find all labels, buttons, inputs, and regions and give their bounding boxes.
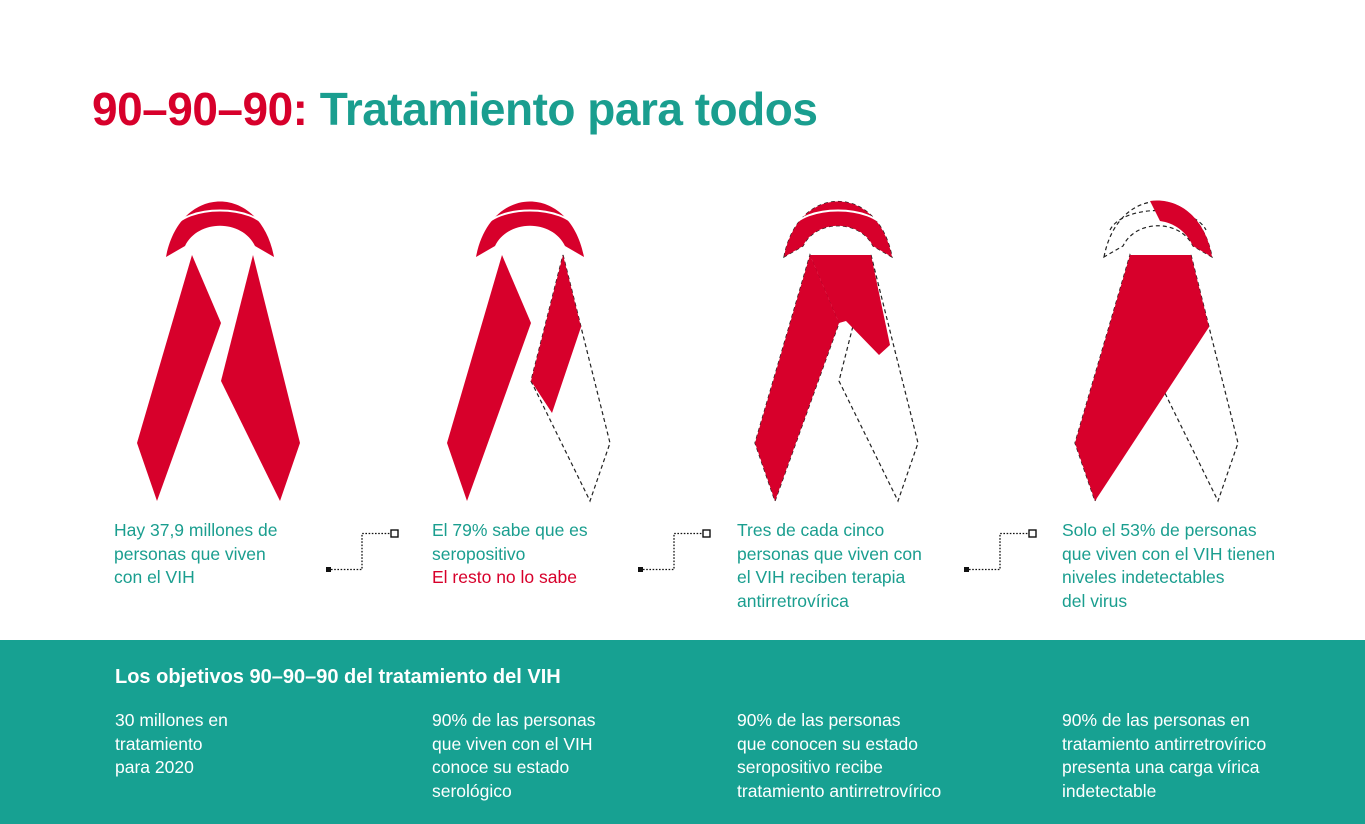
goal-4: 90% de las personas en tratamiento antir… <box>1062 709 1322 803</box>
stat-caption-1: Hay 37,9 millones de personas que viven … <box>114 519 314 590</box>
aids-ribbon-icon-53 <box>1074 200 1239 503</box>
title-text: Tratamiento para todos <box>319 83 818 135</box>
step-connector-icon <box>964 529 1037 572</box>
page-title: 90–90–90: Tratamiento para todos <box>92 82 818 136</box>
goal-2-line: conoce su estado <box>432 757 570 777</box>
stat-1-line: Hay 37,9 millones de <box>114 520 278 540</box>
stat-4-line: del virus <box>1062 590 1128 611</box>
stat-4-line: niveles indetectables <box>1062 567 1225 587</box>
title-numbers: 90–90–90: <box>92 83 308 135</box>
goal-1-line: tratamiento <box>115 733 203 754</box>
aids-ribbon-icon-79 <box>447 201 611 503</box>
goal-2-line: 90% de las personas <box>432 710 596 730</box>
goal-1: 30 millones en tratamiento para 2020 <box>115 709 375 780</box>
goal-2-line: serológico <box>432 780 512 801</box>
goal-1-line: 30 millones en <box>115 710 228 730</box>
stat-3-line: el VIH reciben terapia <box>737 567 906 587</box>
goal-3-line: tratamiento antirretrovírico <box>737 780 942 801</box>
stat-caption-2: El 79% sabe que es seropositivo El resto… <box>432 519 632 590</box>
goal-1-line: para 2020 <box>115 757 194 777</box>
stat-1-line: con el VIH <box>114 567 195 587</box>
goal-4-line: indetectable <box>1062 780 1157 801</box>
aids-ribbon-icon-full <box>137 201 300 501</box>
stat-2-line: El 79% sabe que es <box>432 520 588 540</box>
stat-3-line: antirretrovírica <box>737 590 849 611</box>
step-connector-icon <box>638 529 711 572</box>
goal-3-line: seropositivo recibe <box>737 757 883 777</box>
goal-2-line: que viven con el VIH <box>432 733 593 754</box>
stat-2-line: seropositivo <box>432 543 526 564</box>
goal-3: 90% de las personas que conocen su estad… <box>737 709 997 803</box>
stat-caption-3: Tres de cada cinco personas que viven co… <box>737 519 937 613</box>
stat-4-line: que viven con el VIH tienen <box>1062 543 1276 564</box>
goal-3-line: que conocen su estado <box>737 733 918 754</box>
stat-1-line: personas que viven <box>114 543 266 564</box>
stat-caption-4: Solo el 53% de personas que viven con el… <box>1062 519 1276 613</box>
goal-2: 90% de las personas que viven con el VIH… <box>432 709 692 803</box>
stat-3-line: personas que viven con <box>737 543 922 564</box>
goal-3-line: 90% de las personas <box>737 710 901 730</box>
stat-4-line: Solo el 53% de personas <box>1062 520 1257 540</box>
goal-4-line: presenta una carga vírica <box>1062 757 1260 777</box>
step-connector-icon <box>326 529 399 572</box>
stat-2-highlight: El resto no lo sabe <box>432 567 577 587</box>
goals-band <box>0 640 1365 824</box>
aids-ribbon-icon-60 <box>754 200 919 503</box>
goal-4-line: tratamiento antirretrovírico <box>1062 733 1267 754</box>
stat-3-line: Tres de cada cinco <box>737 520 885 540</box>
goal-4-line: 90% de las personas en <box>1062 710 1250 730</box>
goals-title: Los objetivos 90–90–90 del tratamiento d… <box>115 666 561 688</box>
